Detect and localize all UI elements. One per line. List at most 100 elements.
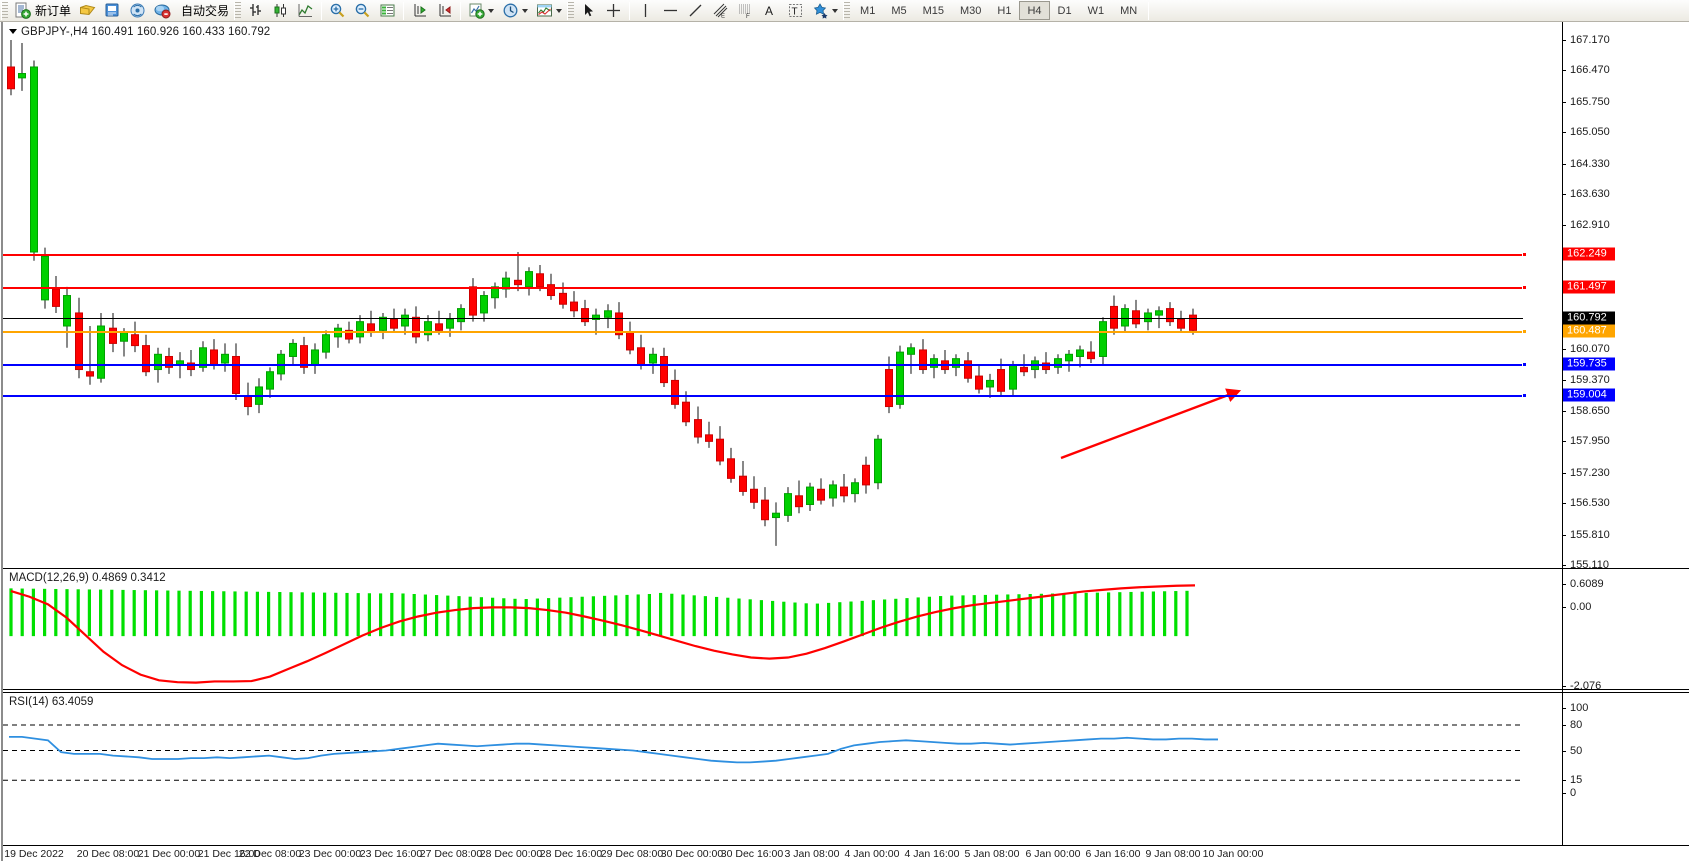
macd-histogram-bar: [435, 595, 439, 637]
axis-tick-label: 158.650: [1570, 404, 1610, 417]
rsi-axis-tick: [1562, 780, 1566, 782]
channel-icon: E: [712, 2, 729, 20]
period-button[interactable]: [498, 1, 532, 21]
level-line-support-lower[interactable]: [3, 393, 1527, 399]
timeframe-m30-button[interactable]: M30: [960, 4, 982, 17]
axis-tick-label: 162.910: [1570, 219, 1610, 232]
trend-arrow-annotation[interactable]: [1060, 388, 1242, 460]
chevron-down-icon-2[interactable]: [522, 8, 529, 13]
chevron-down-icon[interactable]: [488, 8, 495, 13]
bar-chart-icon: [247, 2, 264, 19]
candlestick-icon: [272, 2, 289, 19]
objects-button[interactable]: [808, 1, 842, 21]
autotrading-button[interactable]: 自动交易: [175, 1, 233, 21]
chart-title: GBPJPY-,H4 160.491 160.926 160.433 160.7…: [9, 26, 270, 38]
new-order-button[interactable]: 新订单: [10, 1, 75, 21]
axis-badge-support-lower[interactable]: 159.004: [1563, 388, 1615, 402]
level-anchor-icon[interactable]: [1522, 252, 1527, 258]
text-label-button[interactable]: T: [783, 1, 808, 21]
level-line-support-upper[interactable]: [3, 361, 1527, 367]
toolbar-grip-4[interactable]: [843, 1, 851, 20]
level-line-current-price[interactable]: [3, 317, 1523, 319]
vertical-line-icon: [637, 2, 654, 19]
timeframe-mn-button[interactable]: MN: [1120, 4, 1138, 17]
crosshair-button[interactable]: [601, 1, 626, 21]
time-axis[interactable]: 19 Dec 2022 20 Dec 08:00 21 Dec 00:00 21 De…: [3, 845, 1689, 861]
trendline-icon: [687, 2, 704, 19]
macd-histogram-bar: [603, 595, 607, 637]
macd-axis-tick: [1562, 686, 1566, 687]
level-line-resistance-lower[interactable]: [3, 284, 1527, 290]
expert-advisors-button[interactable]: [75, 1, 100, 21]
line-chart-button[interactable]: [293, 1, 318, 21]
axis-badge-current-price[interactable]: 160.792: [1563, 311, 1615, 325]
axis-badge-entry-level[interactable]: 160.487: [1563, 324, 1615, 338]
rsi-pane[interactable]: RSI(14) 63.4059: [3, 692, 1689, 795]
toolbar-grip[interactable]: [1, 1, 8, 20]
level-anchor-icon[interactable]: [1522, 284, 1527, 290]
timeframe-m5-button[interactable]: M5: [891, 4, 907, 17]
price-pane[interactable]: GBPJPY-,H4 160.491 160.926 160.433 160.7…: [3, 22, 1689, 567]
collapse-triangle-icon[interactable]: [9, 29, 17, 35]
macd-pane[interactable]: MACD(12,26,9) 0.4869 0.3412: [3, 568, 1689, 690]
timeframe-m15-button[interactable]: M15: [922, 4, 944, 17]
candle-body: [1177, 318, 1185, 329]
level-anchor-icon[interactable]: [1522, 328, 1527, 334]
toolbar-grip-3[interactable]: [567, 1, 575, 20]
timeframe-h1-button[interactable]: H1: [997, 4, 1012, 17]
zoom-in-button[interactable]: [325, 1, 350, 21]
bar-chart-button[interactable]: [243, 1, 268, 21]
axis-badge-resistance-upper[interactable]: 162.249: [1563, 247, 1615, 261]
chevron-down-icon-3[interactable]: [556, 8, 563, 13]
fibonacci-button[interactable]: F: [733, 1, 758, 21]
candle-body: [649, 353, 657, 364]
signal-icon: [129, 2, 146, 19]
macd-histogram-bar: [692, 595, 696, 637]
level-anchor-icon[interactable]: [1522, 361, 1527, 367]
market-button[interactable]: [150, 1, 175, 21]
chart-area[interactable]: GBPJPY-,H4 160.491 160.926 160.433 160.7…: [0, 22, 1689, 861]
macd-histogram-bar: [278, 592, 282, 637]
macd-axis-tick: [1562, 584, 1566, 585]
price-axis[interactable]: 167.170 166.470 165.750 165.050 164.330 163.6…: [1520, 22, 1689, 861]
annotation-layer[interactable]: [3, 22, 1523, 567]
toolbar-grip-2[interactable]: [234, 1, 242, 20]
market-icon: [154, 2, 171, 19]
chart-title-text: GBPJPY-,H4 160.491 160.926 160.433 160.7…: [21, 26, 271, 38]
timeframe-group: M1 M5 M15 M30 H1 H4 D1 W1 MN: [852, 1, 1145, 20]
chevron-down-icon-4[interactable]: [832, 8, 839, 13]
cursor-button[interactable]: [576, 1, 601, 21]
zoom-out-button[interactable]: [350, 1, 375, 21]
rsi-line: [9, 736, 1218, 764]
timeframe-d1-button[interactable]: D1: [1057, 4, 1072, 17]
macd-histogram-bar: [737, 598, 741, 637]
axis-tick: [1562, 472, 1566, 474]
axis-badge-resistance-lower[interactable]: 161.497: [1563, 280, 1615, 294]
templates-button[interactable]: [532, 1, 566, 21]
candlestick-button[interactable]: [268, 1, 293, 21]
chart-shift-button[interactable]: [432, 1, 457, 21]
timeframe-w1-button[interactable]: W1: [1087, 4, 1105, 17]
text-button[interactable]: A: [758, 1, 783, 21]
auto-scroll-button[interactable]: [407, 1, 432, 21]
macd-histogram-bar: [558, 597, 562, 637]
data-window-button[interactable]: [375, 1, 400, 21]
horizontal-line-button[interactable]: [658, 1, 683, 21]
terminal-button[interactable]: [100, 1, 125, 21]
candle-body: [570, 301, 578, 312]
macd-histogram-bar: [849, 601, 853, 637]
indicators-button[interactable]: [464, 1, 498, 21]
candle-body: [997, 369, 1005, 392]
trendline-button[interactable]: [683, 1, 708, 21]
timeframe-m1-button[interactable]: M1: [860, 4, 876, 17]
signals-button[interactable]: [125, 1, 150, 21]
axis-badge-support-upper[interactable]: 159.735: [1563, 357, 1615, 371]
level-line-entry-level[interactable]: [3, 328, 1527, 334]
time-axis-label: 10 Jan 00:00: [1202, 848, 1264, 860]
equidistant-channel-button[interactable]: E: [708, 1, 733, 21]
level-anchor-icon[interactable]: [1522, 393, 1527, 399]
candle-body: [581, 308, 589, 323]
timeframe-h4-button[interactable]: H4: [1019, 1, 1050, 20]
vertical-line-button[interactable]: [633, 1, 658, 21]
level-line-resistance-upper[interactable]: [3, 252, 1527, 258]
